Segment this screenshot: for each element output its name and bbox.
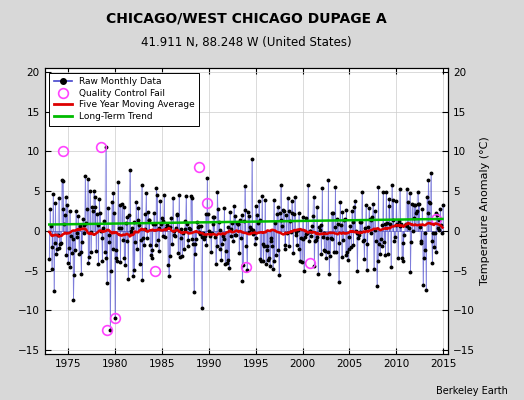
Text: CHICAGO/WEST CHICAGO DUPAGE A: CHICAGO/WEST CHICAGO DUPAGE A xyxy=(106,12,387,26)
Text: Berkeley Earth: Berkeley Earth xyxy=(436,386,508,396)
Y-axis label: Temperature Anomaly (°C): Temperature Anomaly (°C) xyxy=(481,137,490,285)
Text: 41.911 N, 88.248 W (United States): 41.911 N, 88.248 W (United States) xyxy=(141,36,352,49)
Legend: Raw Monthly Data, Quality Control Fail, Five Year Moving Average, Long-Term Tren: Raw Monthly Data, Quality Control Fail, … xyxy=(49,72,199,126)
